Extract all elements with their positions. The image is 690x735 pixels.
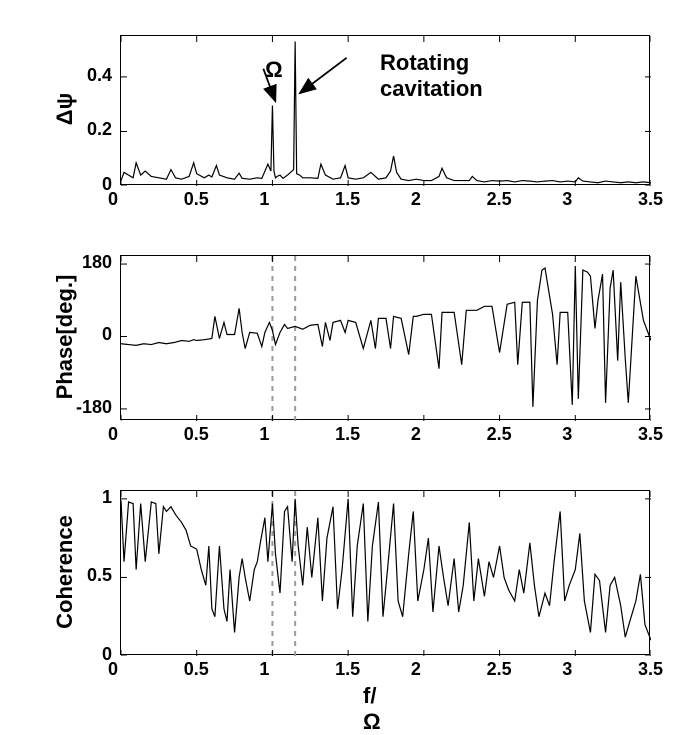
deltapsi-annotation-arrow	[300, 58, 347, 93]
phase-xtick-label: 2.5	[487, 424, 512, 445]
coherence-svg	[121, 491, 651, 656]
deltapsi-annotation: Ω	[265, 57, 283, 83]
phase-xtick-label: 1.5	[335, 424, 360, 445]
phase-plot-area	[120, 255, 650, 420]
deltapsi-xtick-label: 2	[411, 189, 421, 210]
deltapsi-xtick-label: 1.5	[335, 189, 360, 210]
coherence-xtick-label: 2.5	[487, 659, 512, 680]
coherence-ytick-label: 1	[62, 487, 112, 508]
coherence-xlabel: f/Ω	[363, 683, 381, 735]
phase-xtick-label: 0	[108, 424, 118, 445]
phase-xtick-label: 1	[259, 424, 269, 445]
coherence-xtick-label: 1	[259, 659, 269, 680]
deltapsi-ytick-label: 0	[62, 174, 112, 195]
deltapsi-xtick-label: 3	[562, 189, 572, 210]
phase-xtick-label: 3	[562, 424, 572, 445]
coherence-series-line	[121, 499, 651, 640]
deltapsi-xtick-label: 3.5	[638, 189, 663, 210]
coherence-ytick-label: 0	[62, 644, 112, 665]
deltapsi-annotation: Rotating cavitation	[380, 50, 483, 102]
deltapsi-xtick-label: 1	[259, 189, 269, 210]
deltapsi-xtick-label: 2.5	[487, 189, 512, 210]
coherence-plot-area	[120, 490, 650, 655]
phase-xtick-label: 2	[411, 424, 421, 445]
coherence-xtick-label: 3	[562, 659, 572, 680]
coherence-xtick-label: 3.5	[638, 659, 663, 680]
deltapsi-ylabel: Δψ	[52, 44, 78, 174]
phase-series-line	[121, 266, 651, 407]
phase-xtick-label: 3.5	[638, 424, 663, 445]
coherence-ylabel: Coherence	[52, 507, 78, 637]
phase-ylabel: Phase[deg.]	[52, 272, 78, 402]
phase-xtick-label: 0.5	[184, 424, 209, 445]
coherence-xtick-label: 0.5	[184, 659, 209, 680]
phase-svg	[121, 256, 651, 421]
coherence-xtick-label: 1.5	[335, 659, 360, 680]
deltapsi-xtick-label: 0.5	[184, 189, 209, 210]
coherence-xtick-label: 2	[411, 659, 421, 680]
phase-ytick-label: 180	[62, 252, 112, 273]
